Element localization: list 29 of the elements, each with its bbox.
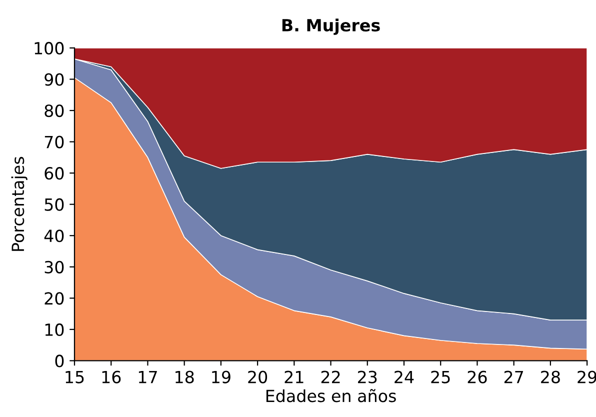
y-tick-label: 70 [44, 136, 64, 148]
y-axis-title: Porcentajes [11, 156, 28, 251]
x-axis-title: Edades en años [266, 389, 396, 402]
x-tick-label: 15 [66, 370, 84, 384]
x-tick-label: 29 [578, 370, 596, 384]
y-tick-label: 40 [44, 230, 64, 242]
y-tick-label: 0 [55, 354, 64, 368]
x-tick-label: 28 [541, 370, 560, 384]
x-tick-label: 20 [248, 370, 268, 384]
y-tick-label: 30 [44, 260, 64, 274]
y-tick-label: 60 [44, 167, 64, 180]
y-tick-label: 100 [34, 42, 64, 55]
x-tick-label: 18 [176, 370, 194, 384]
x-tick-label: 25 [431, 370, 450, 384]
x-tick-label: 24 [394, 370, 414, 384]
x-tick-label: 16 [102, 370, 121, 384]
x-tick-label: 23 [358, 370, 377, 384]
chart-title: B. Mujeres [282, 18, 380, 35]
x-tick-label: 27 [504, 370, 524, 384]
y-tick-label: 50 [44, 198, 64, 211]
y-tick-label: 80 [44, 104, 64, 118]
x-tick-label: 22 [321, 370, 340, 384]
y-tick-label: 10 [45, 323, 64, 336]
x-tick-label: 19 [212, 370, 230, 384]
x-tick-label: 26 [468, 370, 487, 384]
x-tick-label: 17 [138, 370, 157, 384]
y-tick-label: 90 [44, 73, 64, 86]
y-tick-label: 20 [44, 292, 64, 305]
x-tick-label: 21 [284, 370, 304, 384]
